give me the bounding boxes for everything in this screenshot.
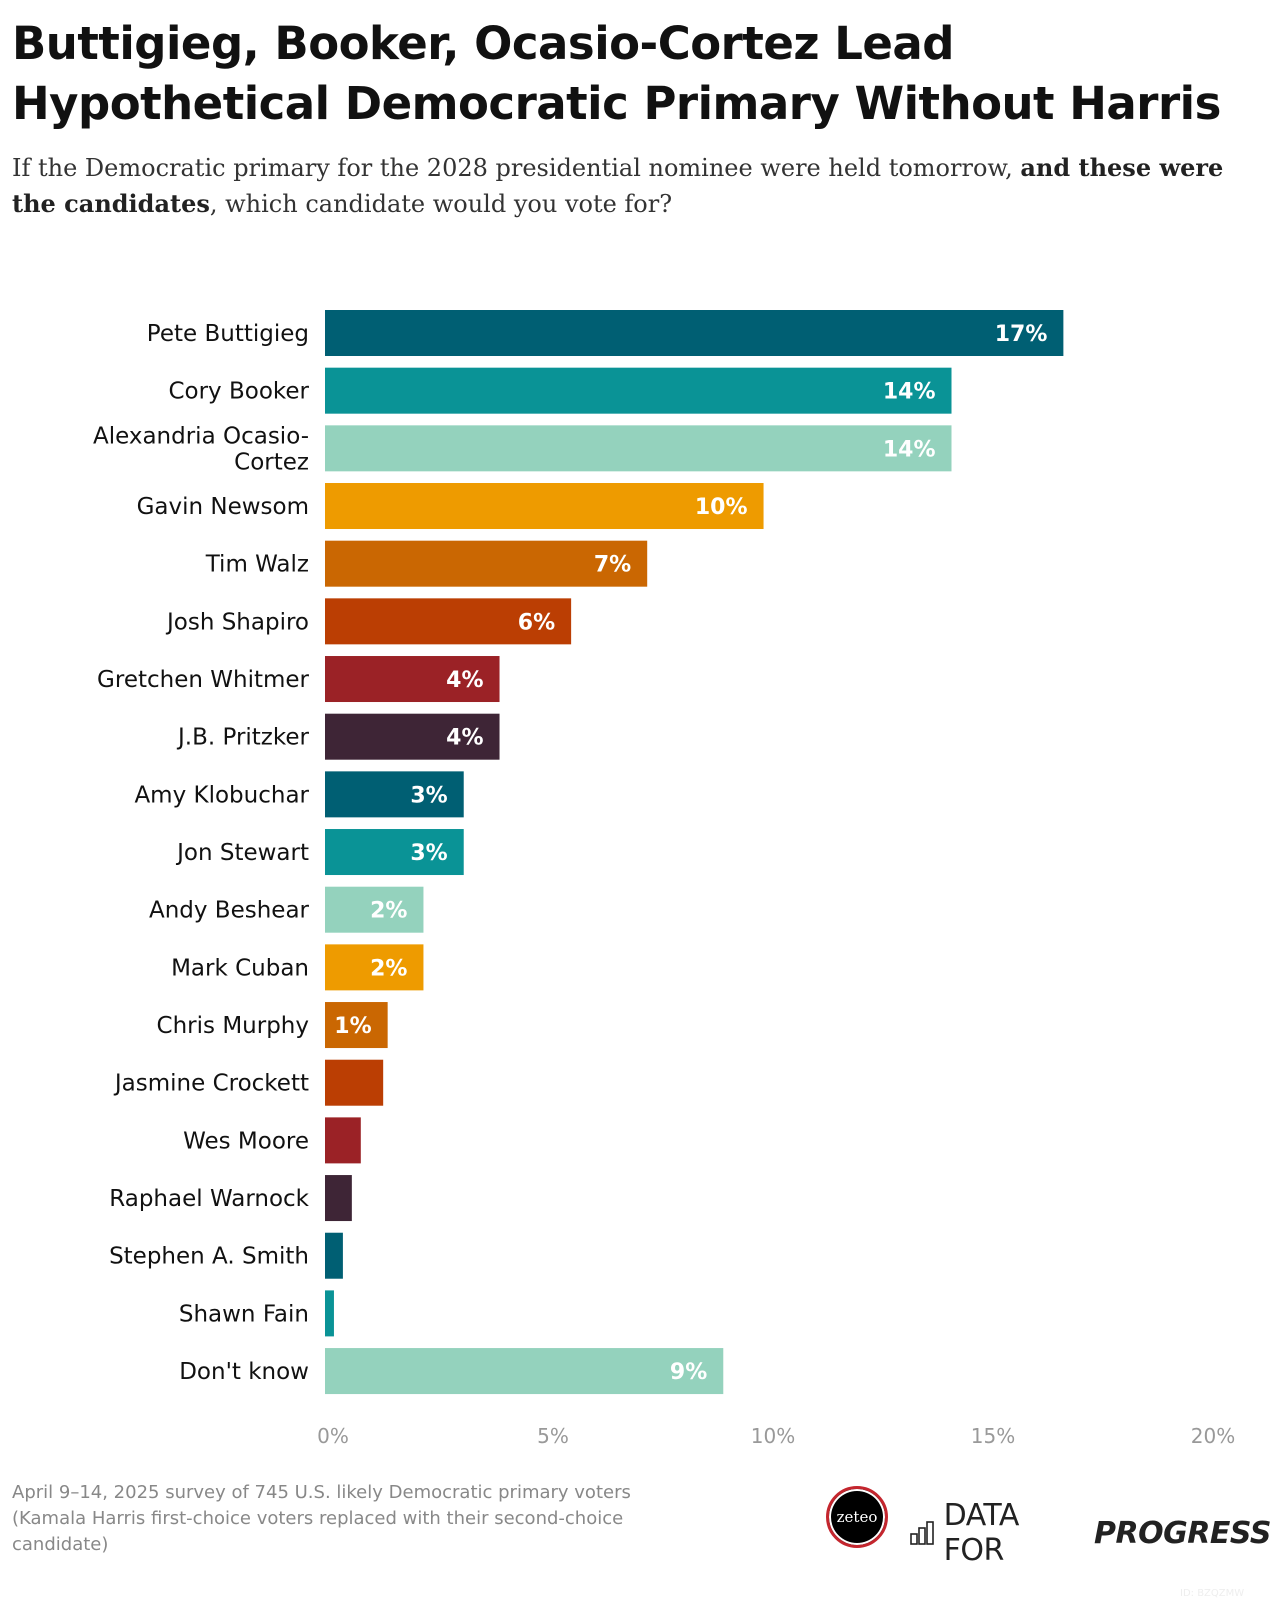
data-label: 1% — [334, 1014, 371, 1039]
bar — [325, 598, 572, 645]
category-label: Amy Klobuchar — [134, 782, 309, 808]
category-label: Shawn Fain — [179, 1301, 309, 1327]
bar — [325, 1117, 361, 1164]
bar — [325, 829, 464, 876]
x-tick-label: 10% — [751, 1424, 795, 1448]
category-label: Raphael Warnock — [109, 1186, 309, 1212]
category-label: Pete Buttigieg — [147, 321, 309, 347]
category-label: Wes Moore — [183, 1128, 309, 1154]
subtitle-bold: and these were the candidates — [12, 153, 1224, 218]
bar — [325, 1232, 343, 1279]
category-label: Cory Booker — [168, 379, 309, 405]
data-label: 14% — [883, 380, 936, 405]
x-tick-label: 15% — [971, 1424, 1015, 1448]
category-label: Gretchen Whitmer — [97, 667, 309, 693]
category-label: Cortez — [234, 449, 309, 475]
data-label: 2% — [370, 899, 407, 924]
data-label: 7% — [594, 553, 631, 578]
x-tick-label: 5% — [537, 1424, 569, 1448]
data-label: 9% — [670, 1360, 707, 1385]
category-label: Jon Stewart — [175, 840, 309, 866]
category-label: Gavin Newsom — [137, 494, 309, 520]
logo-text-bold: PROGRESS — [1094, 1515, 1271, 1551]
data-label: 4% — [446, 668, 483, 693]
category-label: Chris Murphy — [157, 1013, 309, 1039]
bar — [325, 483, 764, 530]
bar — [325, 771, 464, 818]
x-tick-label: 20% — [1191, 1424, 1235, 1448]
data-label: 4% — [446, 726, 483, 751]
bar — [325, 1348, 724, 1395]
data-label: 10% — [695, 495, 748, 520]
category-label: Tim Walz — [205, 552, 309, 578]
bar — [325, 1290, 334, 1337]
category-label: Andy Beshear — [149, 898, 310, 924]
data-label: 3% — [410, 783, 447, 808]
category-label: Mark Cuban — [171, 955, 309, 981]
category-label: Jasmine Crockett — [113, 1071, 309, 1097]
bar — [325, 367, 952, 414]
chart-title: Buttigieg, Booker, Ocasio-Cortez Lead Hy… — [12, 17, 1221, 130]
bar — [325, 713, 500, 760]
bar — [325, 310, 1064, 356]
bar — [325, 886, 424, 933]
data-label: 2% — [370, 956, 407, 981]
bar-chart-icon — [910, 1521, 934, 1545]
bar — [325, 1002, 388, 1049]
bar — [325, 1059, 384, 1106]
x-tick-label: 0% — [317, 1424, 349, 1448]
data-label: 6% — [518, 610, 555, 635]
chart-id: ID: BZQZMW — [1180, 1588, 1245, 1599]
logo-text-light: DATA FOR — [943, 1498, 1020, 1568]
category-label: Josh Shapiro — [165, 609, 309, 635]
zeteo-logo: zeteo — [826, 1486, 888, 1548]
bar — [325, 540, 648, 587]
bar-chart: Pete Buttigieg 17% Cory Booker 14% Alexandri… — [93, 310, 1235, 1448]
subtitle-text-end: , which candidate would you vote for? — [209, 190, 673, 218]
category-label: J.B. Pritzker — [176, 725, 310, 751]
data-label: 3% — [410, 841, 447, 866]
bar — [325, 1175, 352, 1222]
chart-subtitle: If the Democratic primary for the 2028 p… — [12, 150, 1252, 222]
category-label: Alexandria Ocasio- — [93, 423, 309, 449]
bar — [325, 656, 500, 703]
data-label: 14% — [883, 437, 936, 462]
data-label: 17% — [995, 322, 1048, 347]
footnote: April 9–14, 2025 survey of 745 U.S. like… — [12, 1482, 631, 1555]
category-label: Don't know — [179, 1359, 309, 1385]
data-for-progress-logo: DATA FOR PROGRESS — [910, 1498, 1271, 1568]
bar — [325, 944, 424, 991]
category-label: Stephen A. Smith — [109, 1244, 309, 1270]
subtitle-text: If the Democratic primary for the 2028 p… — [12, 154, 1021, 182]
bar — [325, 425, 952, 472]
